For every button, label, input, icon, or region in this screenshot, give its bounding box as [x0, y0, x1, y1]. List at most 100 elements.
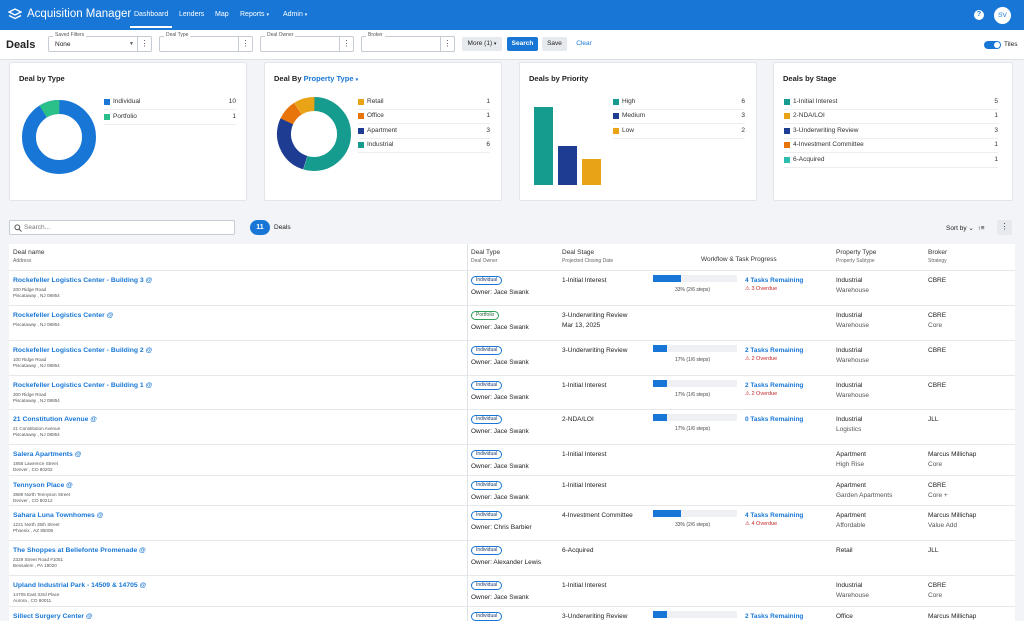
search-placeholder: Search...: [24, 224, 51, 231]
nav-dashboard[interactable]: Dashboard: [129, 11, 173, 28]
table-row[interactable]: Upland Industrial Park - 14509 & 14705 @…: [9, 575, 1015, 606]
more-options-button[interactable]: ⋮: [997, 220, 1012, 235]
user-avatar[interactable]: SV: [994, 7, 1011, 24]
table-row[interactable]: 21 Constitution Avenue @21 Constitution …: [9, 409, 1015, 444]
tasks-remaining-link[interactable]: 2 Tasks Remaining: [745, 613, 804, 620]
at-icon[interactable]: @: [66, 482, 73, 489]
strategy: Value Add: [928, 522, 958, 529]
deal-name-link[interactable]: 21 Constitution Avenue @: [13, 416, 97, 423]
sort-direction-icon[interactable]: ↑≡: [977, 225, 985, 232]
legend-item[interactable]: Apartment 3: [358, 125, 490, 139]
donut-segment-individual[interactable]: [22, 100, 96, 174]
deal-name-link[interactable]: Rockefeller Logistics Center - Building …: [13, 277, 152, 284]
at-icon[interactable]: @: [96, 512, 104, 519]
sort-by-dropdown[interactable]: Sort by ⌄ ↑≡: [946, 224, 985, 232]
deal-name-link[interactable]: Rockefeller Logistics Center - Building …: [13, 382, 152, 389]
legend-item[interactable]: Medium 3: [613, 110, 745, 124]
deal-owner: Owner: Jace Swank: [471, 428, 529, 435]
col-property-type[interactable]: Property Type Property Subtype: [836, 249, 876, 264]
at-icon[interactable]: @: [145, 347, 153, 354]
table-row[interactable]: Rockefeller Logistics Center - Building …: [9, 340, 1015, 375]
deal-name-link[interactable]: Salera Apartments @: [13, 451, 81, 458]
property-subtype: Warehouse: [836, 287, 869, 294]
search-button[interactable]: Search: [507, 37, 538, 51]
legend-item[interactable]: Retail 1: [358, 96, 490, 110]
more-vertical-icon[interactable]: ⋮: [440, 37, 454, 51]
at-icon[interactable]: @: [145, 277, 153, 284]
clear-button[interactable]: Clear: [576, 40, 592, 47]
legend-item[interactable]: High 6: [613, 96, 745, 110]
legend-item[interactable]: 4-Investment Committee 1: [784, 139, 998, 153]
table-row[interactable]: Sillect Surgery Center @ Individual 3-Unde…: [9, 606, 1015, 621]
deal-type-select[interactable]: Deal Type ⋮: [159, 32, 253, 52]
col-deal-stage[interactable]: Deal Stage Projected Closing Date: [562, 249, 613, 264]
nav-reports[interactable]: Reports ▾: [240, 11, 269, 18]
more-filters-button[interactable]: More (1) ▾: [462, 37, 502, 51]
table-row[interactable]: The Shoppes at Bellefonte Promenade @232…: [9, 540, 1015, 575]
bar-high[interactable]: [534, 107, 553, 185]
property-subtype: Warehouse: [836, 357, 869, 364]
bar-medium[interactable]: [558, 146, 577, 185]
at-icon[interactable]: @: [85, 613, 93, 620]
nav-lenders[interactable]: Lenders: [179, 11, 205, 18]
donut-segment-office[interactable]: [276, 96, 352, 172]
table-row[interactable]: Rockefeller Logistics Center - Building …: [9, 270, 1015, 305]
tasks-remaining-link[interactable]: 0 Tasks Remaining: [745, 416, 804, 423]
legend-item[interactable]: 2-NDA/LOI 1: [784, 110, 998, 124]
broker-select[interactable]: Broker ⋮: [361, 32, 455, 52]
tiles-toggle[interactable]: [984, 41, 1001, 49]
col-deal-type[interactable]: Deal Type Deal Owner: [471, 249, 500, 264]
deal-name-link[interactable]: Upland Industrial Park - 14509 & 14705 @: [13, 582, 146, 589]
nav-admin[interactable]: Admin ▾: [283, 11, 307, 18]
deal-owner-select[interactable]: Deal Owner ⋮: [260, 32, 354, 52]
deal-name-link[interactable]: Tennyson Place @: [13, 482, 73, 489]
deal-name-link[interactable]: Sillect Surgery Center @: [13, 613, 93, 620]
col-deal-name[interactable]: Deal name Address: [13, 249, 44, 264]
table-row[interactable]: Salera Apartments @ 1856 Lawrence Street D…: [9, 444, 1015, 475]
more-vertical-icon[interactable]: ⋮: [238, 37, 252, 51]
legend-item[interactable]: Industrial 6: [358, 139, 490, 153]
overdue-indicator: ⚠ 3 Overdue: [745, 286, 777, 292]
table-row[interactable]: Tennyson Place @3889 North Tennyson Stre…: [9, 475, 1015, 505]
deal-stage: 1-Initial Interest: [562, 582, 607, 589]
legend-item[interactable]: Office 1: [358, 110, 490, 124]
col-broker[interactable]: Broker Strategy: [928, 249, 947, 264]
search-input[interactable]: Search...: [9, 220, 235, 235]
at-icon[interactable]: @: [145, 382, 153, 389]
table-row[interactable]: Sahara Luna Townhomes @1221 North 35th S…: [9, 505, 1015, 540]
tasks-remaining-link[interactable]: 2 Tasks Remaining: [745, 382, 804, 389]
app-title: Acquisition Manager: [27, 8, 132, 20]
table-row[interactable]: Rockefeller Logistics Center - Building …: [9, 375, 1015, 409]
save-button[interactable]: Save: [542, 37, 567, 51]
col-progress[interactable]: Workflow & Task Progress: [701, 256, 777, 263]
more-vertical-icon[interactable]: ⋮: [137, 37, 151, 51]
saved-filters-select[interactable]: Saved Filters None ▼ ⋮: [48, 32, 152, 52]
more-vertical-icon[interactable]: ⋮: [339, 37, 353, 51]
deal-name-link[interactable]: Sahara Luna Townhomes @: [13, 512, 103, 519]
table-row[interactable]: Rockefeller Logistics Center @ Piscataway…: [9, 305, 1015, 340]
legend-item[interactable]: 3-Underwriting Review 3: [784, 125, 998, 139]
legend-item[interactable]: 1-Initial Interest 5: [784, 96, 998, 110]
legend-item[interactable]: Individual 10: [104, 96, 236, 110]
at-icon[interactable]: @: [139, 582, 147, 589]
nav-map[interactable]: Map: [215, 11, 229, 18]
deal-name-link[interactable]: Rockefeller Logistics Center @: [13, 312, 113, 319]
progress-bar: [653, 510, 737, 517]
legend-item[interactable]: Low 2: [613, 125, 745, 139]
donut-segment-portfolio[interactable]: [21, 99, 97, 175]
deal-name-link[interactable]: The Shoppes at Bellefonte Promenade @: [13, 547, 146, 554]
tasks-remaining-link[interactable]: 2 Tasks Remaining: [745, 347, 804, 354]
property-type-dropdown[interactable]: Property Type ▾: [304, 74, 358, 83]
legend-item[interactable]: Portfolio 1: [104, 111, 236, 125]
help-icon[interactable]: ?: [974, 10, 984, 20]
deal-address: 1856 Lawrence Street Denver , CO 80202: [13, 461, 58, 473]
at-icon[interactable]: @: [139, 547, 146, 554]
at-icon[interactable]: @: [106, 312, 114, 319]
deal-name-link[interactable]: Rockefeller Logistics Center - Building …: [13, 347, 152, 354]
at-icon[interactable]: @: [74, 451, 82, 458]
legend-item[interactable]: 6-Acquired 1: [784, 154, 998, 168]
tasks-remaining-link[interactable]: 4 Tasks Remaining: [745, 512, 804, 519]
bar-low[interactable]: [582, 159, 601, 185]
tasks-remaining-link[interactable]: 4 Tasks Remaining: [745, 277, 804, 284]
at-icon[interactable]: @: [90, 416, 97, 423]
